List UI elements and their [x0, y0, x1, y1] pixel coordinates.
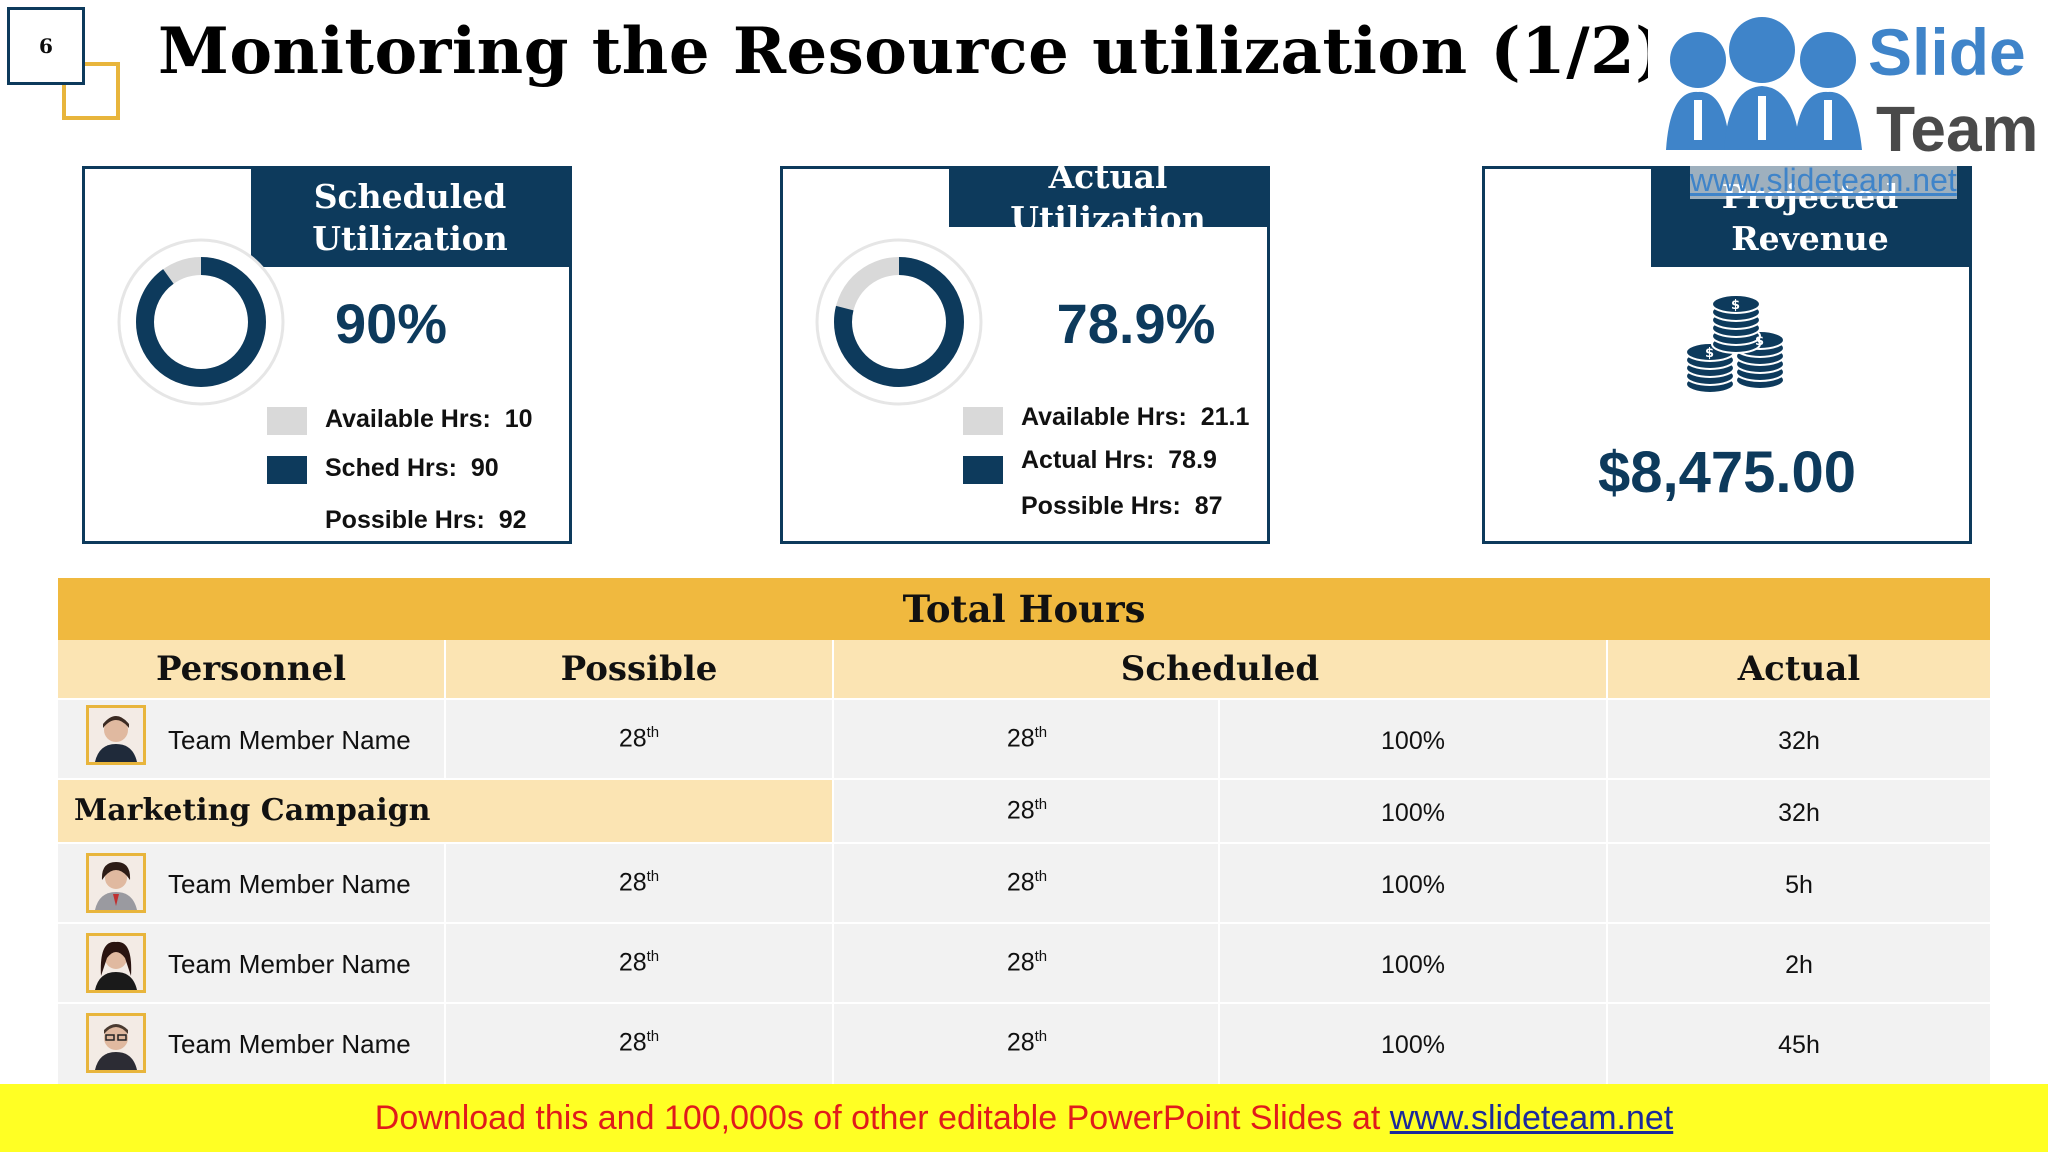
header-personnel: Personnel — [58, 640, 444, 698]
column-divider — [832, 640, 834, 1084]
column-divider — [444, 844, 446, 1084]
percent-cell: 100% — [1381, 951, 1445, 979]
scheduled-value: 90% — [334, 292, 448, 355]
slide-number-frame — [7, 7, 85, 85]
legend-actual: Actual Hrs: 78.9 — [1021, 446, 1217, 474]
actual-cell: 32h — [1778, 727, 1820, 755]
banner-text: Download this and 100,000s of other edit… — [374, 1099, 1390, 1137]
legend-available: Available Hrs: 21.1 — [1021, 403, 1250, 431]
member-name: Team Member Name — [168, 1029, 411, 1059]
table-title: Total Hours — [58, 578, 1990, 640]
column-divider — [1606, 640, 1608, 1084]
table-row — [58, 700, 1990, 778]
logo-url: www.slideteam.net — [1690, 162, 1957, 199]
slide-number: 6 — [39, 34, 53, 58]
possible-cell: 28th — [618, 868, 660, 897]
scheduled-cell: 28th — [1006, 868, 1048, 897]
scheduled-cell: 28th — [1006, 796, 1048, 825]
logo-slide-text: Slide — [1868, 15, 2026, 89]
card-actual-utilization: Actual Utilization 78.9% Available Hrs: … — [780, 157, 1270, 544]
revenue-value: $8,475.00 — [1597, 440, 1857, 505]
person-icon — [89, 708, 143, 762]
actual-value: 78.9% — [1056, 292, 1216, 355]
page-title: Monitoring the Resource utilization (1/2… — [158, 14, 1666, 89]
coin-stack-icon: $ $ $ — [1685, 294, 1785, 394]
legend-available: Available Hrs: 10 — [325, 405, 533, 433]
possible-cell: 28th — [618, 724, 660, 753]
card-projected-revenue: Projected Revenue $$$ $8,475.00 — [1482, 166, 1972, 544]
avatar — [86, 705, 146, 765]
legend-swatch-available — [267, 407, 307, 435]
scheduled-cell: 28th — [1006, 724, 1048, 753]
header-actual: Actual — [1608, 640, 1990, 698]
donut-fill — [834, 257, 964, 387]
donut-chart-actual — [815, 238, 983, 406]
percent-cell: 100% — [1381, 799, 1445, 827]
campaign-label: Marketing Campaign — [58, 780, 832, 842]
card-heading: Actual Utilization — [949, 157, 1267, 238]
table-row — [58, 1004, 1990, 1084]
donut-fill — [136, 257, 266, 387]
person-icon — [89, 936, 143, 990]
avatar — [86, 1013, 146, 1073]
svg-text:$: $ — [1705, 346, 1714, 361]
legend-swatch-available — [963, 407, 1003, 435]
column-divider — [444, 640, 446, 780]
download-banner: Download this and 100,000s of other edit… — [0, 1084, 2048, 1152]
member-name: Team Member Name — [168, 725, 411, 755]
header-possible: Possible — [446, 640, 832, 698]
actual-cell: 2h — [1785, 951, 1813, 979]
avatar — [86, 933, 146, 993]
person-icon — [89, 1016, 143, 1070]
scheduled-cell: 28th — [1006, 948, 1048, 977]
percent-cell: 100% — [1381, 1031, 1445, 1059]
percent-cell: 100% — [1381, 871, 1445, 899]
legend-scheduled: Sched Hrs: 90 — [325, 454, 499, 482]
actual-cell: 5h — [1785, 871, 1813, 899]
donut-chart-scheduled — [117, 238, 285, 406]
avatar — [86, 853, 146, 913]
card-scheduled-utilization: Scheduled Utilization 90% Available Hrs:… — [82, 166, 572, 544]
person-icon — [89, 856, 143, 910]
legend-possible: Possible Hrs: 92 — [325, 506, 527, 534]
scheduled-cell: 28th — [1006, 1028, 1048, 1057]
table-row — [58, 844, 1990, 922]
logo-team-text: Team — [1876, 93, 2039, 165]
people-icon — [1666, 17, 1862, 150]
header-scheduled: Scheduled — [834, 640, 1606, 698]
banner-link[interactable]: www.slideteam.net — [1389, 1099, 1674, 1137]
card-heading: Scheduled Utilization — [251, 169, 569, 267]
svg-text:$: $ — [1755, 334, 1764, 349]
legend-possible: Possible Hrs: 87 — [1021, 492, 1223, 520]
slideteam-logo: Slide Team — [1648, 0, 2048, 200]
column-divider — [1218, 700, 1220, 1084]
slide-number-accent — [62, 62, 120, 120]
actual-cell: 32h — [1778, 799, 1820, 827]
member-name: Team Member Name — [168, 869, 411, 899]
actual-cell: 45h — [1778, 1031, 1820, 1059]
possible-cell: 28th — [618, 1028, 660, 1057]
possible-cell: 28th — [618, 948, 660, 977]
member-name: Team Member Name — [168, 949, 411, 979]
percent-cell: 100% — [1381, 727, 1445, 755]
table-row — [58, 924, 1990, 1002]
legend-swatch-actual — [963, 456, 1003, 484]
legend-swatch-scheduled — [267, 456, 307, 484]
svg-text:$: $ — [1731, 298, 1740, 313]
